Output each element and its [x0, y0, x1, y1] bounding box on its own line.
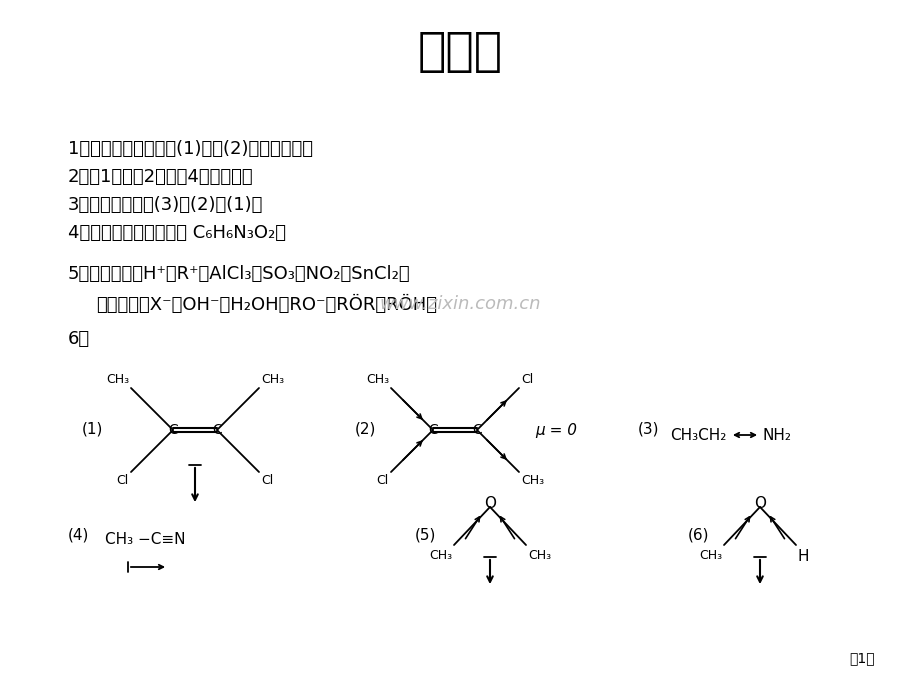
Text: NH₂: NH₂ — [762, 428, 791, 442]
Text: C: C — [212, 423, 221, 437]
Text: CH₃: CH₃ — [528, 549, 550, 562]
Text: 6．: 6． — [68, 330, 90, 348]
Text: 5．路易斯酸：H⁺，R⁺，AlCl₃，SO₃，NO₂，SnCl₂；: 5．路易斯酸：H⁺，R⁺，AlCl₃，SO₃，NO₂，SnCl₂； — [68, 265, 410, 283]
Text: O: O — [754, 495, 766, 511]
Text: 第1页: 第1页 — [848, 651, 874, 665]
Text: (3): (3) — [637, 422, 659, 437]
Text: CH₃: CH₃ — [366, 373, 389, 386]
Text: O: O — [483, 495, 495, 511]
Text: C: C — [471, 423, 482, 437]
Text: C: C — [427, 423, 437, 437]
Text: (4): (4) — [68, 527, 89, 542]
Text: www.zixin.com.cn: www.zixin.com.cn — [379, 295, 540, 313]
Text: 4．实验式和分子式均为 C₆H₆N₃O₂。: 4．实验式和分子式均为 C₆H₆N₃O₂。 — [68, 224, 286, 242]
Text: CH₃: CH₃ — [428, 549, 451, 562]
Text: CH₃: CH₃ — [261, 373, 284, 386]
Text: CH₃ −C≡N: CH₃ −C≡N — [105, 533, 186, 547]
Text: Cl: Cl — [520, 373, 533, 386]
Text: Cl: Cl — [117, 474, 129, 487]
Text: CH₃: CH₃ — [520, 474, 543, 487]
Text: μ = 0: μ = 0 — [535, 422, 576, 437]
Text: 3．键的极性顺序(3)＞(2)＞(1)。: 3．键的极性顺序(3)＞(2)＞(1)。 — [68, 196, 263, 214]
Text: (1): (1) — [82, 422, 103, 437]
Text: (5): (5) — [414, 527, 436, 542]
Text: 第一章: 第一章 — [417, 30, 502, 75]
Text: (6): (6) — [687, 527, 709, 542]
Text: (2): (2) — [355, 422, 376, 437]
Text: Cl: Cl — [377, 474, 389, 487]
Text: CH₃: CH₃ — [698, 549, 721, 562]
Text: H: H — [797, 549, 809, 564]
Text: 2．（1）、（2）、（4）有极性。: 2．（1）、（2）、（4）有极性。 — [68, 168, 254, 186]
Text: C: C — [168, 423, 177, 437]
Text: CH₃CH₂: CH₃CH₂ — [669, 428, 726, 442]
Text: CH₃: CH₃ — [106, 373, 129, 386]
Text: 路易斯碱：X⁻，OH⁻，H₂OH，RO⁻，RÖR，RÖH。: 路易斯碱：X⁻，OH⁻，H₂OH，RO⁻，RÖR，RÖH。 — [96, 295, 437, 314]
Text: 1．根据键能计算可知(1)式比(2)式容易进行。: 1．根据键能计算可知(1)式比(2)式容易进行。 — [68, 140, 312, 158]
Text: Cl: Cl — [261, 474, 273, 487]
